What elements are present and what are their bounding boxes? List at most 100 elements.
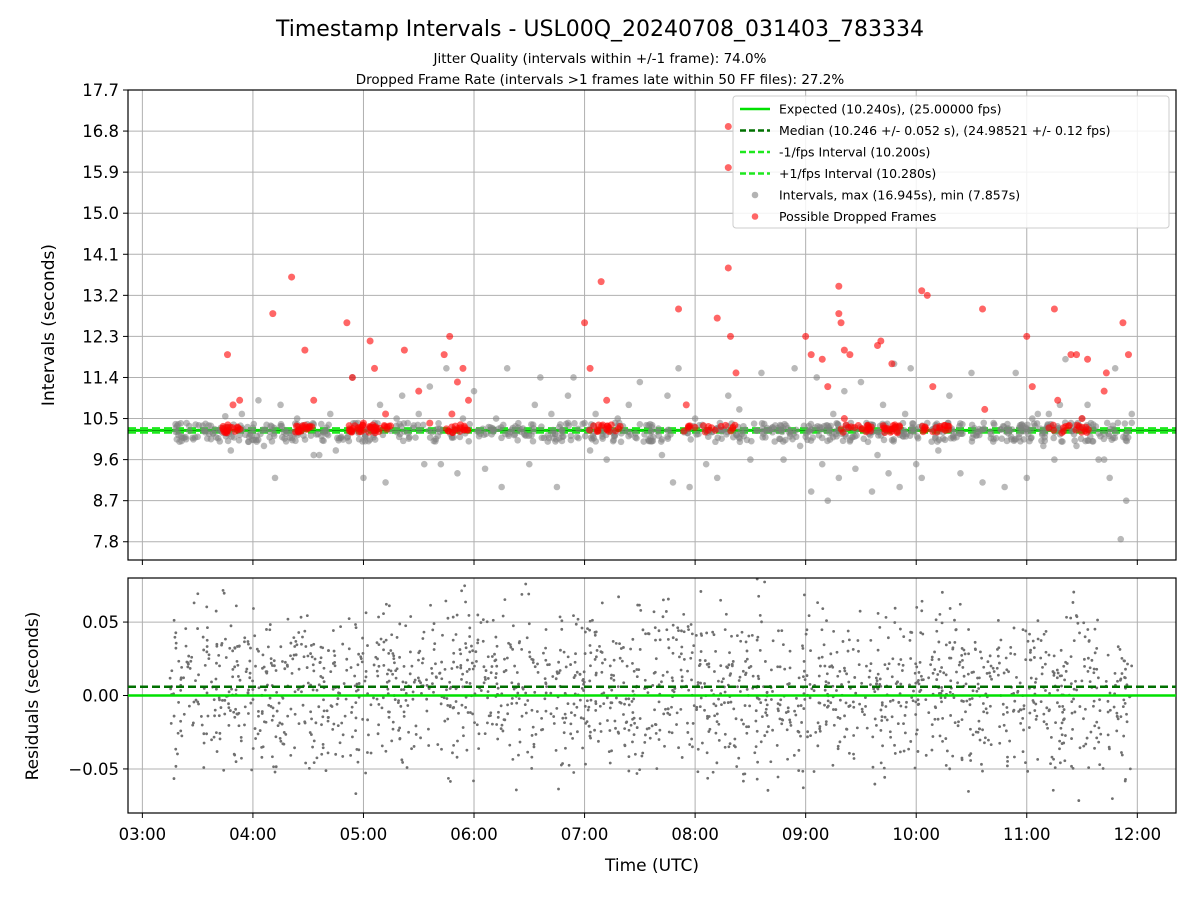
residual-point — [303, 629, 307, 633]
residual-point — [666, 597, 670, 601]
residual-point — [177, 701, 180, 704]
dropped-frame-point — [598, 422, 606, 430]
residual-point — [456, 739, 459, 743]
residual-point — [778, 703, 782, 707]
interval-point — [874, 451, 881, 459]
interval-point — [946, 392, 953, 400]
residual-point — [620, 659, 624, 663]
residual-point — [610, 673, 613, 677]
residual-point — [571, 736, 574, 740]
residual-point — [909, 657, 913, 660]
residual-point — [382, 663, 386, 667]
residual-point — [843, 666, 846, 670]
residual-point — [218, 731, 222, 735]
residual-point — [222, 768, 226, 772]
residual-point — [703, 682, 706, 685]
residual-point — [255, 647, 259, 651]
residual-point — [180, 734, 184, 738]
residual-point — [610, 749, 613, 753]
residual-point — [789, 724, 793, 727]
residual-point — [964, 710, 967, 714]
interval-point — [841, 387, 848, 395]
residual-point — [988, 654, 992, 658]
residual-point — [692, 704, 696, 707]
interval-point — [792, 426, 800, 434]
residual-point — [1026, 639, 1030, 643]
residual-point — [499, 727, 503, 731]
residual-point — [495, 664, 499, 668]
residual-point — [460, 703, 464, 707]
residual-point — [1065, 615, 1068, 619]
residual-point — [953, 721, 957, 725]
interval-point — [769, 428, 776, 436]
residual-point — [935, 629, 939, 633]
residual-point — [686, 731, 690, 734]
residual-point — [1006, 760, 1009, 763]
residual-point — [468, 635, 472, 638]
residual-point — [201, 635, 205, 639]
residual-point — [671, 689, 674, 692]
residual-point — [847, 680, 851, 684]
interval-point — [382, 479, 389, 486]
residual-point — [398, 622, 402, 626]
residual-point — [169, 687, 173, 691]
residual-point — [929, 663, 933, 667]
interval-point — [244, 423, 251, 431]
residual-point — [743, 704, 747, 707]
residual-point — [623, 743, 627, 747]
interval-point — [1112, 429, 1120, 436]
residual-point — [326, 751, 330, 755]
interval-point — [1037, 425, 1044, 432]
residual-point — [425, 683, 429, 687]
residual-point — [361, 651, 365, 655]
interval-point — [470, 387, 478, 395]
interval-point — [245, 438, 253, 445]
residual-point — [246, 691, 250, 695]
residual-point — [751, 674, 755, 678]
residual-point — [1013, 755, 1016, 759]
residual-point — [897, 701, 901, 704]
residual-point — [1071, 728, 1074, 731]
residual-point — [631, 717, 634, 721]
residual-point — [1009, 652, 1013, 655]
interval-point — [221, 412, 229, 420]
residual-point — [832, 629, 836, 633]
dropped-frame-point — [1023, 332, 1031, 340]
residual-point — [852, 705, 856, 709]
residual-point — [884, 615, 888, 619]
residual-point — [448, 687, 452, 690]
residual-point — [271, 664, 274, 667]
interval-point — [664, 433, 671, 440]
dropped-frame-point — [605, 427, 613, 435]
residual-point — [1106, 699, 1110, 703]
residual-point — [218, 664, 221, 668]
residual-point — [913, 766, 917, 770]
residual-point — [237, 724, 241, 728]
interval-point — [553, 483, 561, 491]
residual-point — [1115, 714, 1119, 718]
residual-point — [520, 592, 524, 596]
residual-point — [1120, 672, 1124, 675]
residual-point — [785, 728, 789, 732]
interval-point — [1100, 456, 1108, 463]
interval-point — [958, 430, 965, 438]
residual-point — [1022, 728, 1025, 732]
residual-point — [448, 680, 452, 684]
residual-point — [851, 647, 855, 651]
interval-point — [481, 465, 489, 473]
residual-point — [678, 655, 681, 659]
residual-point — [465, 681, 469, 684]
residual-point — [205, 732, 208, 736]
residual-point — [1021, 750, 1025, 754]
residual-point — [697, 664, 701, 668]
residual-point — [261, 745, 265, 749]
residual-point — [847, 705, 851, 708]
residual-point — [554, 677, 558, 681]
residual-point — [624, 721, 628, 725]
residual-point — [712, 633, 716, 637]
residual-point — [627, 769, 631, 773]
residual-point — [958, 660, 962, 664]
interval-point — [327, 410, 334, 418]
residual-point — [776, 707, 780, 711]
residual-point — [549, 712, 553, 716]
